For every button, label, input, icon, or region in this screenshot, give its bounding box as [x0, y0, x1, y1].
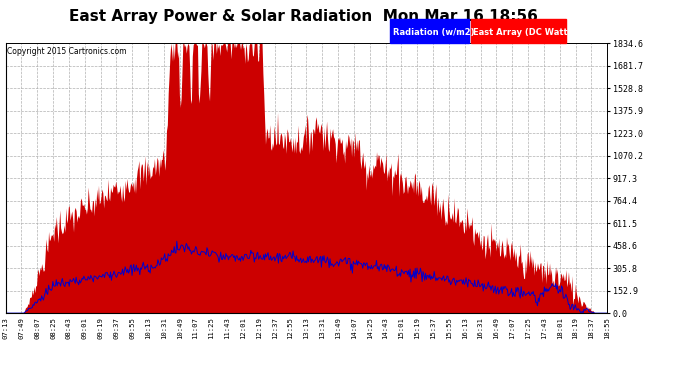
Text: 12:19: 12:19 — [256, 317, 262, 339]
Text: 13:49: 13:49 — [335, 317, 341, 339]
Text: 18:01: 18:01 — [557, 317, 563, 339]
Text: 18:19: 18:19 — [573, 317, 578, 339]
Text: 08:25: 08:25 — [50, 317, 56, 339]
Text: 08:43: 08:43 — [66, 317, 72, 339]
Text: 15:01: 15:01 — [398, 317, 404, 339]
Text: 16:49: 16:49 — [493, 317, 500, 339]
Text: 09:37: 09:37 — [113, 317, 119, 339]
Text: 09:55: 09:55 — [129, 317, 135, 339]
Text: 08:07: 08:07 — [34, 317, 40, 339]
Text: 14:07: 14:07 — [351, 317, 357, 339]
Text: 11:25: 11:25 — [208, 317, 215, 339]
Text: 09:01: 09:01 — [81, 317, 88, 339]
Text: 12:01: 12:01 — [240, 317, 246, 339]
Text: East Array Power & Solar Radiation  Mon Mar 16 18:56: East Array Power & Solar Radiation Mon M… — [69, 9, 538, 24]
Text: East Array (DC Watts): East Array (DC Watts) — [473, 28, 577, 38]
Text: Copyright 2015 Cartronics.com: Copyright 2015 Cartronics.com — [7, 47, 126, 56]
Text: 15:19: 15:19 — [414, 317, 420, 339]
Text: 12:37: 12:37 — [272, 317, 277, 339]
Text: 10:49: 10:49 — [177, 317, 183, 339]
Text: 14:25: 14:25 — [366, 317, 373, 339]
Text: 17:07: 17:07 — [509, 317, 515, 339]
Text: 07:13: 07:13 — [3, 317, 8, 339]
Text: 10:13: 10:13 — [145, 317, 151, 339]
Text: Radiation (w/m2): Radiation (w/m2) — [393, 28, 474, 38]
Text: 12:55: 12:55 — [288, 317, 293, 339]
Text: 13:13: 13:13 — [304, 317, 309, 339]
Text: 11:43: 11:43 — [224, 317, 230, 339]
Text: 11:07: 11:07 — [193, 317, 199, 339]
Text: 17:25: 17:25 — [525, 317, 531, 339]
Text: 13:31: 13:31 — [319, 317, 325, 339]
Text: 18:37: 18:37 — [589, 317, 594, 339]
Text: 16:13: 16:13 — [462, 317, 468, 339]
Text: 07:49: 07:49 — [19, 317, 24, 339]
Text: 14:43: 14:43 — [382, 317, 388, 339]
Text: 15:55: 15:55 — [446, 317, 452, 339]
Text: 16:31: 16:31 — [477, 317, 484, 339]
Text: 09:19: 09:19 — [97, 317, 104, 339]
Text: 18:55: 18:55 — [604, 317, 610, 339]
Text: 15:37: 15:37 — [430, 317, 436, 339]
Text: 10:31: 10:31 — [161, 317, 167, 339]
Text: 17:43: 17:43 — [541, 317, 547, 339]
